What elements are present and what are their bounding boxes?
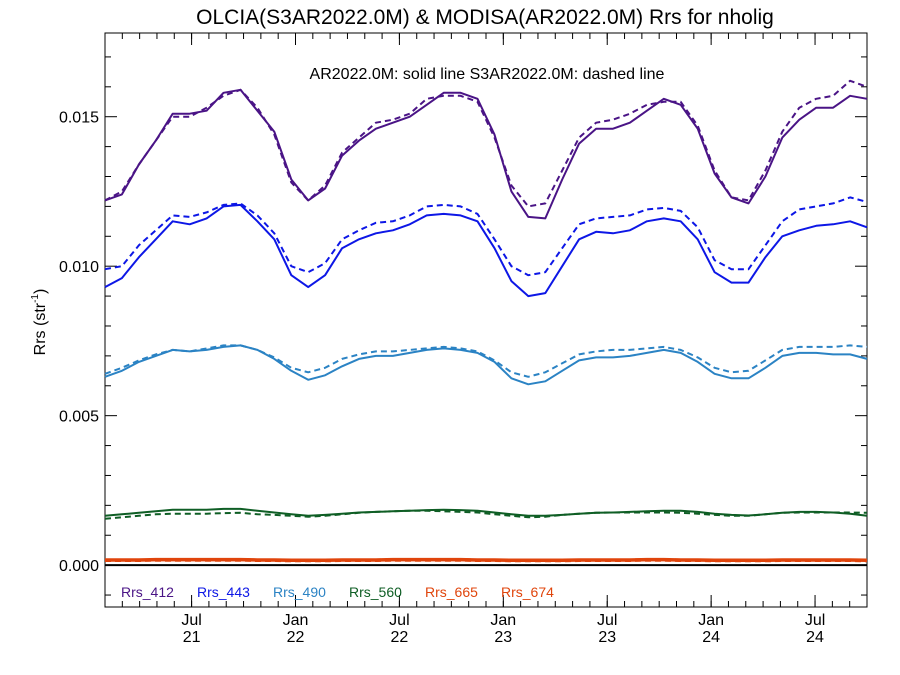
y-axis-label-tail: ): [32, 289, 49, 294]
x-tick-month-1: Jan: [283, 612, 309, 629]
x-tick-year-6: 24: [806, 629, 824, 646]
x-tick-month-3: Jan: [490, 612, 516, 629]
y-axis-label-superscript: -1: [30, 294, 41, 303]
x-tick-month-4: Jul: [597, 612, 617, 629]
x-tick-year-4: 23: [598, 629, 616, 646]
series-Rrs_443-dashed: [104, 196, 868, 277]
plot-frame: [104, 32, 868, 608]
y-tick-label-2: 0.010: [59, 259, 99, 276]
legend-entry-Rrs_560: Rrs_560: [349, 584, 402, 600]
x-tick-month-0: Jul: [181, 612, 201, 629]
series-Rrs_412-dashed: [104, 79, 868, 208]
x-tick-year-0: 21: [183, 629, 201, 646]
plot-area: 0.0000.0050.0100.015Jul21Jan22Jul22Jan23…: [59, 32, 868, 646]
series-Rrs_490-dashed: [104, 344, 868, 378]
x-tick-month-6: Jul: [805, 612, 825, 629]
series-Rrs_665-dashed: [105, 558, 868, 561]
x-tick-month-5: Jan: [698, 612, 724, 629]
legend-entry-Rrs_674: Rrs_674: [501, 584, 554, 600]
y-tick-label-1: 0.005: [59, 409, 99, 426]
y-axis-label: Rrs (str-1): [30, 289, 49, 356]
y-tick-label-0: 0.000: [59, 558, 99, 575]
chart-title: OLCIA(S3AR2022.0M) & MODISA(AR2022.0M) R…: [196, 6, 774, 29]
series-Rrs_443-solid: [104, 203, 868, 298]
x-tick-year-2: 22: [391, 629, 409, 646]
legend-entry-Rrs_665: Rrs_665: [425, 584, 478, 600]
series-lines: [104, 79, 868, 567]
x-tick-year-3: 23: [494, 629, 512, 646]
series-Rrs_674-dashed: [105, 559, 868, 563]
series-Rrs_560-dashed: [104, 509, 868, 520]
axis-ticks: 0.0000.0050.0100.015Jul21Jan22Jul22Jan23…: [59, 33, 867, 646]
legend-entry-Rrs_412: Rrs_412: [121, 584, 174, 600]
y-axis-label-main: Rrs (str: [32, 302, 49, 355]
series-Rrs_412-solid: [104, 88, 868, 220]
series-Rrs_560-solid: [104, 507, 868, 517]
x-tick-year-5: 24: [702, 629, 720, 646]
y-tick-label-3: 0.015: [59, 110, 99, 127]
x-tick-month-2: Jul: [389, 612, 409, 629]
legend-entry-Rrs_490: Rrs_490: [273, 584, 326, 600]
series-Rrs_490-solid: [104, 344, 868, 386]
legend-entry-Rrs_443: Rrs_443: [197, 584, 250, 600]
line-style-annotation: AR2022.0M: solid line S3AR2022.0M: dashe…: [310, 66, 665, 83]
legend: Rrs_412 Rrs_443 Rrs_490 Rrs_560 Rrs_665 Rrs_6…: [121, 584, 554, 600]
x-tick-year-1: 22: [287, 629, 305, 646]
